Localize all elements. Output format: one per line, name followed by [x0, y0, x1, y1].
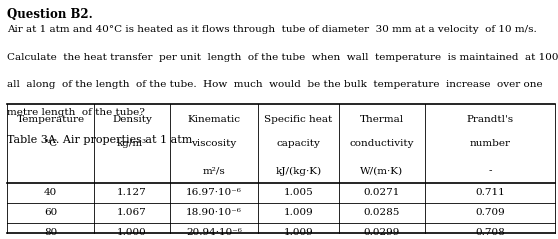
Text: 80: 80 [44, 228, 57, 237]
Text: Density: Density [112, 115, 152, 124]
Text: 0.711: 0.711 [475, 188, 505, 197]
Text: Kinematic: Kinematic [187, 115, 240, 124]
Text: Air at 1 atm and 40°C is heated as it flows through  tube of diameter  30 mm at : Air at 1 atm and 40°C is heated as it fl… [7, 25, 537, 34]
Text: Question B2.: Question B2. [7, 8, 93, 21]
Text: 0.0299: 0.0299 [364, 228, 400, 237]
Text: metre length  of the tube?: metre length of the tube? [7, 108, 145, 117]
Text: viscosity: viscosity [191, 139, 237, 148]
Text: 18.90·10⁻⁶: 18.90·10⁻⁶ [186, 208, 242, 217]
Text: 16.97·10⁻⁶: 16.97·10⁻⁶ [186, 188, 242, 197]
Text: kg/m³: kg/m³ [117, 139, 147, 148]
Text: all  along  of the length  of the tube.  How  much  would  be the bulk  temperat: all along of the length of the tube. How… [7, 80, 543, 89]
Text: Temperature: Temperature [16, 115, 85, 124]
Text: 0.708: 0.708 [475, 228, 505, 237]
Text: 1.005: 1.005 [283, 188, 313, 197]
Text: Calculate  the heat transfer  per unit  length  of the tube  when  wall  tempera: Calculate the heat transfer per unit len… [7, 53, 558, 62]
Text: 20.94·10⁻⁶: 20.94·10⁻⁶ [186, 228, 242, 237]
Text: capacity: capacity [276, 139, 320, 148]
Text: 1.127: 1.127 [117, 188, 147, 197]
Text: 1.000: 1.000 [117, 228, 147, 237]
Text: Prandtl's: Prandtl's [466, 115, 514, 124]
Text: 0.0271: 0.0271 [364, 188, 400, 197]
Text: 60: 60 [44, 208, 57, 217]
Text: conductivity: conductivity [350, 139, 414, 148]
Text: Specific heat: Specific heat [264, 115, 333, 124]
Text: 1.009: 1.009 [283, 208, 313, 217]
Text: -: - [488, 167, 492, 175]
Text: m²/s: m²/s [203, 167, 225, 175]
Text: 1.067: 1.067 [117, 208, 147, 217]
Text: 0.0285: 0.0285 [364, 208, 400, 217]
Text: 40: 40 [44, 188, 57, 197]
Text: °C: °C [44, 139, 57, 148]
Text: Thermal: Thermal [360, 115, 404, 124]
Text: number: number [470, 139, 511, 148]
Text: 1.009: 1.009 [283, 228, 313, 237]
Text: W/(m·K): W/(m·K) [360, 167, 403, 175]
Text: kJ/(kg·K): kJ/(kg·K) [275, 166, 321, 176]
Text: Table 3A. Air properties at 1 atm: Table 3A. Air properties at 1 atm [7, 135, 193, 145]
Text: 0.709: 0.709 [475, 208, 505, 217]
